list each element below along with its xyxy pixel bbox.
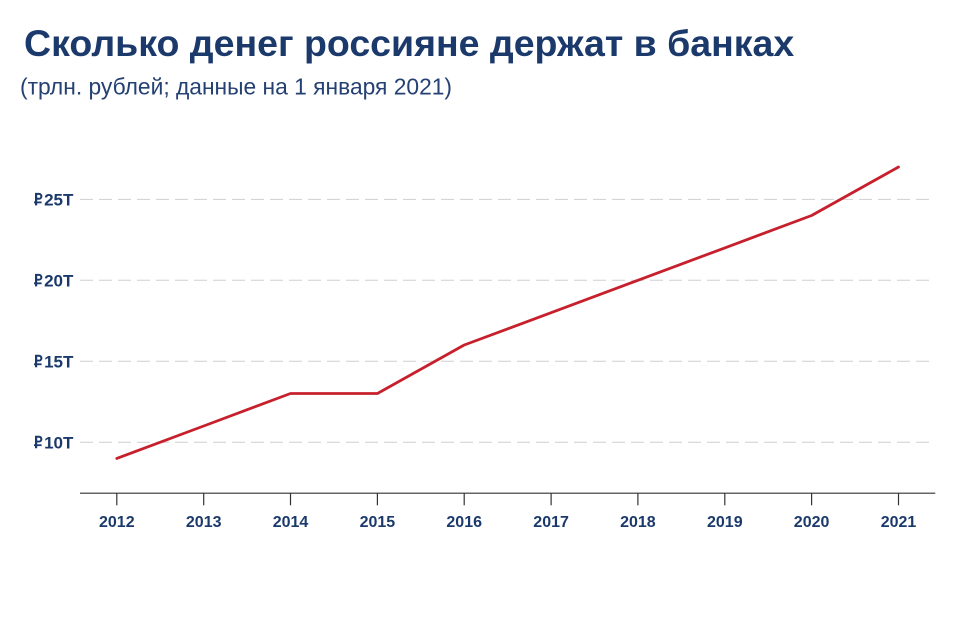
svg-text:Сколько денег россияне держат: Сколько денег россияне держат в банках: [24, 22, 794, 64]
svg-text:2017: 2017: [533, 514, 569, 531]
svg-text:2014: 2014: [273, 514, 309, 531]
svg-text:2016: 2016: [446, 514, 482, 531]
svg-text:2020: 2020: [794, 514, 830, 531]
svg-text:2021: 2021: [881, 514, 917, 531]
svg-text:20T: 20T: [44, 271, 74, 290]
svg-text:2015: 2015: [360, 514, 396, 531]
svg-text:2019: 2019: [707, 514, 743, 531]
svg-text:15T: 15T: [44, 352, 74, 371]
svg-text:2018: 2018: [620, 514, 656, 531]
svg-text:2012: 2012: [99, 514, 135, 531]
svg-text:2013: 2013: [186, 514, 222, 531]
svg-text:10T: 10T: [44, 433, 74, 452]
svg-text:(трлн. рублей; данные на 1 янв: (трлн. рублей; данные на 1 января 2021): [20, 74, 452, 100]
svg-text:25T: 25T: [44, 191, 74, 210]
